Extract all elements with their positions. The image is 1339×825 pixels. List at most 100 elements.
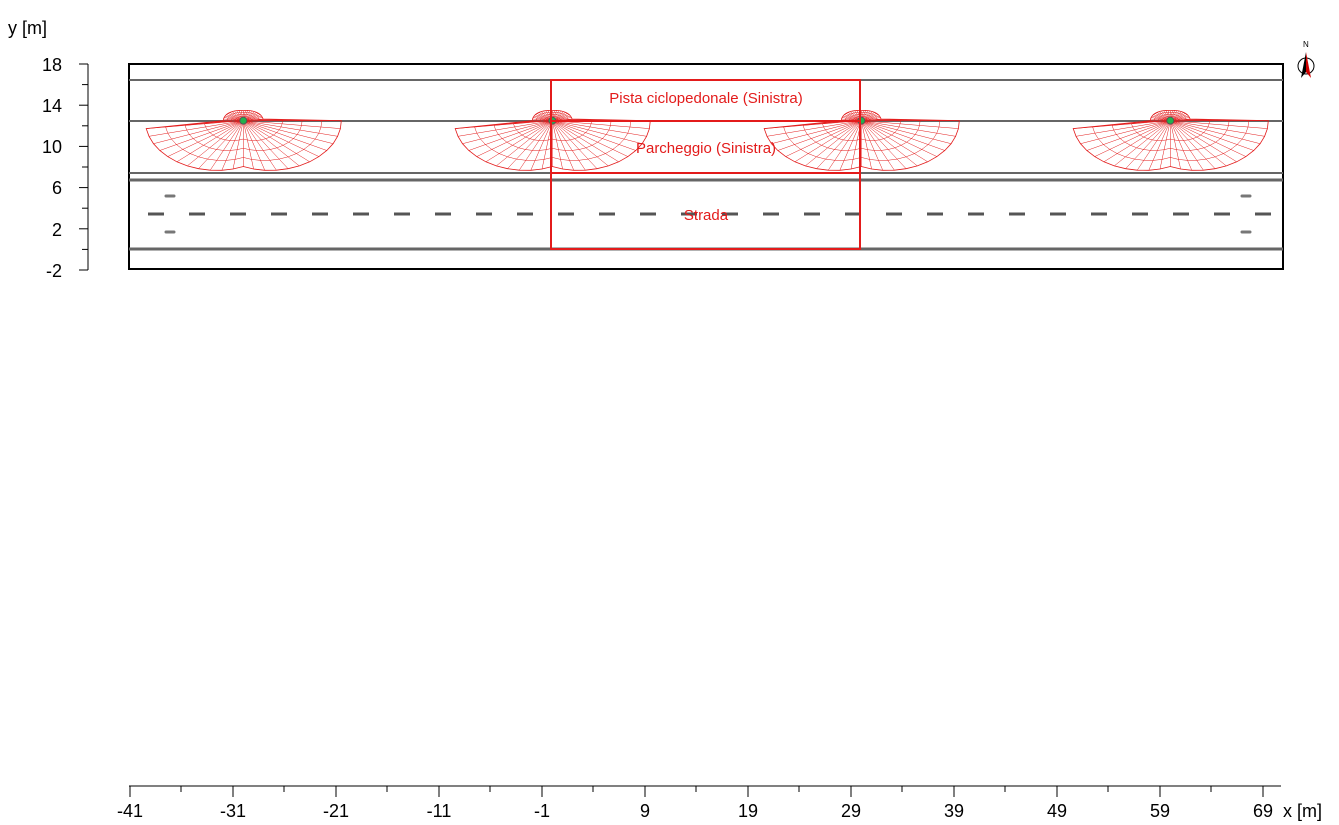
isoline-ray	[552, 120, 636, 151]
isoline-ray	[1075, 120, 1171, 137]
isoline-ray	[176, 120, 244, 163]
isoline-ray	[552, 120, 563, 170]
area-label-pista-ciclopedonale: Pista ciclopedonale (Sinistra)	[609, 90, 802, 107]
isoline-ray	[552, 120, 575, 171]
lane-arrow-marks	[164, 194, 1252, 234]
isoline-ray	[243, 120, 266, 171]
isoline-ray	[530, 120, 553, 171]
isoline-ray	[552, 120, 619, 163]
isoline-ray	[1080, 120, 1171, 144]
isoline-contour	[454, 109, 651, 171]
isoline-ray	[468, 120, 553, 151]
isoline-ray	[187, 120, 244, 167]
isoline-ray	[861, 120, 872, 170]
isoline-ray	[1170, 120, 1261, 144]
isoline-ray	[552, 120, 629, 157]
compass-icon: N	[1297, 40, 1315, 78]
isoline-ray	[552, 120, 586, 171]
isoline-ray	[861, 120, 938, 157]
luminaires	[145, 109, 1269, 171]
area-label-parcheggio: Parcheggio (Sinistra)	[636, 140, 776, 157]
isoline-ray	[1170, 120, 1216, 169]
isoline-ray	[1125, 120, 1171, 169]
calculation-area-outline	[550, 79, 861, 250]
isoline-ray	[1094, 120, 1171, 157]
isoline-ray	[861, 120, 959, 129]
isoline-ray	[243, 120, 320, 157]
isoline-ray	[159, 120, 244, 151]
isoline-ray	[827, 120, 862, 171]
y-axis: y [m] 18 14 10 6 2 -2	[8, 18, 89, 281]
isoline-ray	[1136, 120, 1171, 171]
x-tick-label: 69	[1253, 801, 1273, 821]
isoline-ray	[1148, 120, 1171, 171]
x-axis: -41 -31 -21 -11 -1 9 19 29 39 49 59 69 x…	[117, 785, 1322, 821]
isoline-ray	[785, 120, 862, 157]
isoline-ray	[861, 120, 884, 171]
compass-north-label: N	[1303, 40, 1309, 49]
isoline-ray	[552, 120, 609, 167]
isoline-ray	[552, 120, 647, 137]
isoline-ray	[518, 120, 553, 171]
isoline-ray	[1170, 120, 1254, 151]
isoline-ray	[1170, 120, 1247, 157]
isoline-ray	[1170, 120, 1193, 171]
area-label-strada: Strada	[684, 207, 729, 224]
x-tick-label: -11	[427, 801, 452, 821]
isoline-ray	[232, 120, 244, 170]
y-tick-label: 10	[42, 137, 62, 157]
isoline-ray	[1170, 120, 1204, 171]
luminaire-distribution	[1072, 109, 1269, 171]
x-tick-label: -21	[323, 801, 349, 821]
isoline-ray	[496, 120, 553, 167]
isoline-ray	[209, 120, 244, 171]
isoline-ray	[766, 120, 862, 137]
isoline-contour	[783, 112, 940, 161]
x-tick-label: 19	[738, 801, 758, 821]
isoline-ray	[861, 120, 918, 167]
isoline-ray	[839, 120, 862, 171]
isoline-ray	[457, 120, 553, 137]
isoline-contour	[165, 112, 322, 161]
isoline-ray	[861, 120, 928, 163]
y-tick-label: 18	[42, 55, 62, 75]
isoline-ray	[861, 120, 945, 151]
isoline-contour	[184, 114, 303, 151]
isoline-ray	[243, 120, 327, 151]
isoline-contour	[145, 109, 342, 171]
isoline-contour	[763, 109, 960, 171]
isoline-ray	[805, 120, 862, 167]
isoline-ray	[485, 120, 553, 163]
isoline-contour	[1092, 112, 1249, 161]
isoline-ray	[861, 120, 952, 144]
y-tick-label: 14	[42, 96, 62, 116]
isoline-ray	[1170, 120, 1181, 170]
isoline-ray	[153, 120, 244, 144]
isoline-ray	[861, 120, 895, 171]
isoline-ray	[771, 120, 862, 144]
isoline-ray	[243, 120, 254, 170]
isoline-ray	[794, 120, 862, 163]
isoline-contour	[1111, 114, 1230, 151]
isoline-ray	[1086, 120, 1171, 151]
isoline-ray	[507, 120, 553, 169]
isoline-ray	[243, 120, 289, 169]
isoline-ray	[221, 120, 244, 171]
isoline-ray	[1114, 120, 1171, 167]
isoline-ray	[243, 120, 338, 137]
isoline-ray	[816, 120, 862, 169]
isoline-ray	[1159, 120, 1171, 170]
isoline-ray	[861, 120, 956, 137]
luminaire-distribution	[145, 109, 342, 171]
isoline-ray	[861, 120, 907, 169]
isoline-contour	[493, 114, 612, 151]
isoline-ray	[167, 120, 244, 157]
x-tick-label: 49	[1047, 801, 1067, 821]
calculation-areas: Pista ciclopedonale (Sinistra) Parcheggi…	[550, 79, 861, 250]
isoline-ray	[1170, 120, 1268, 129]
isoline-ray	[476, 120, 553, 157]
isoline-ray	[243, 120, 310, 163]
luminaire-marker	[1166, 116, 1175, 125]
x-tick-label: -31	[220, 801, 246, 821]
